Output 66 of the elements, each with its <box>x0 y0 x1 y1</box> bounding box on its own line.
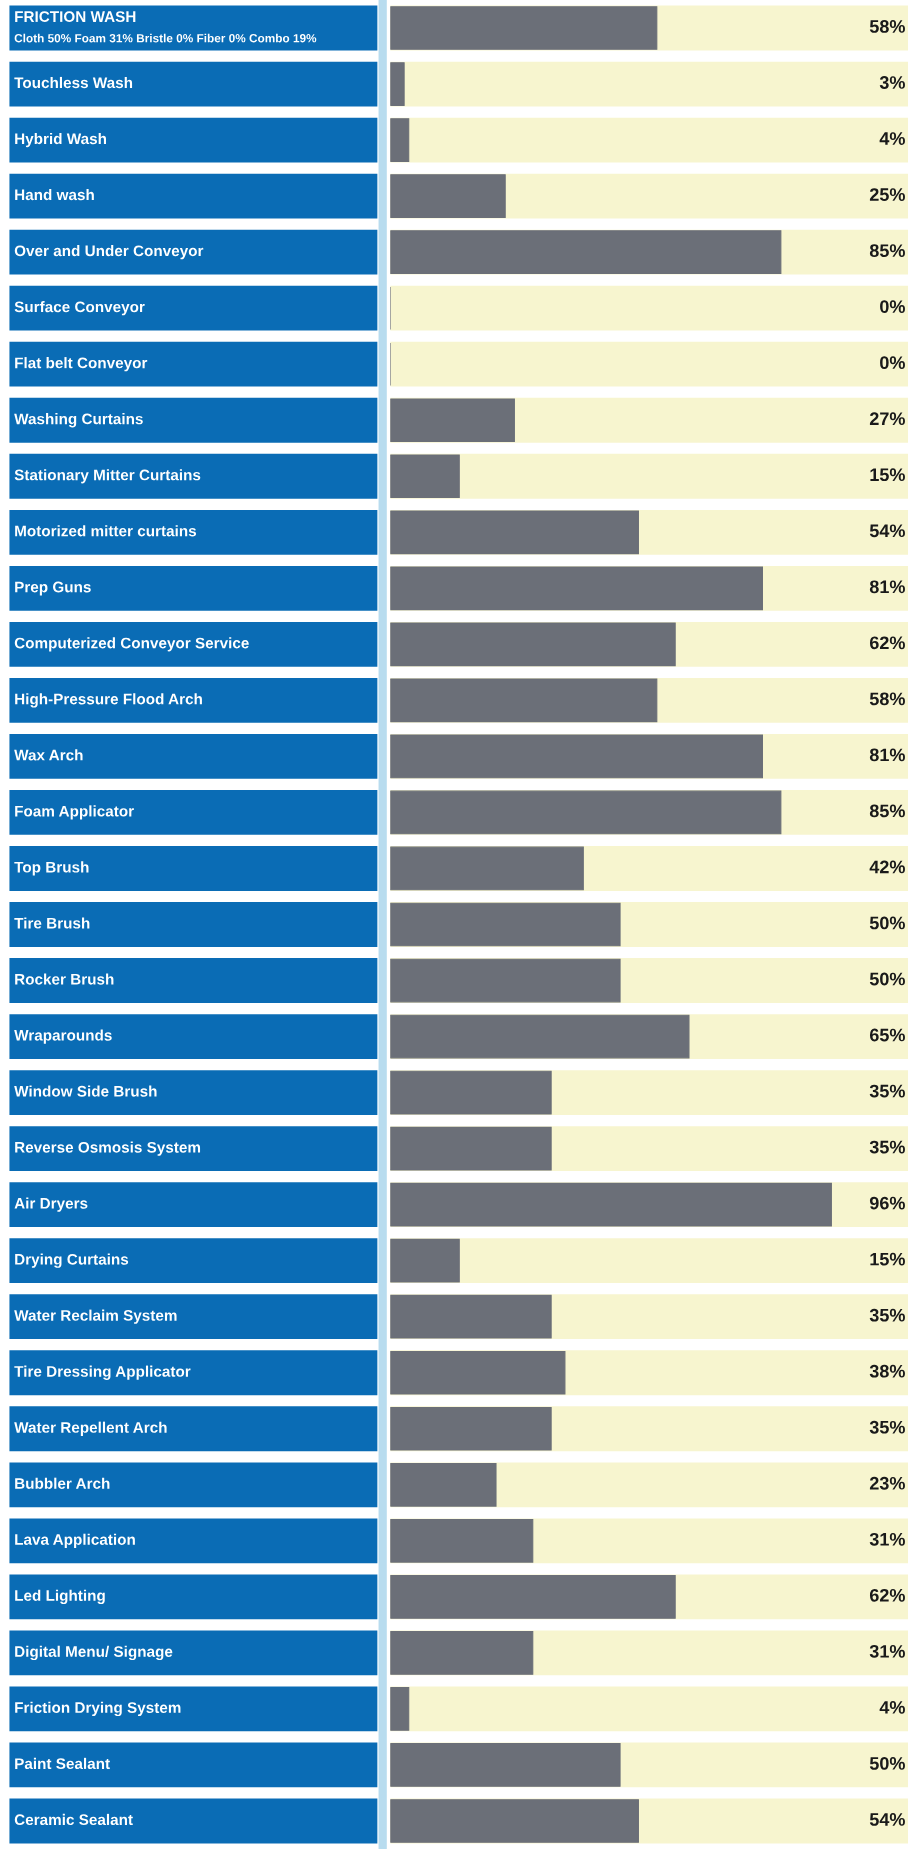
y-tick-label: Flat belt Conveyor <box>15 357 148 372</box>
data-label: 15% <box>870 468 905 482</box>
data-label: 31% <box>869 1532 905 1546</box>
y-tick-label: Foam Applicator <box>15 805 134 820</box>
y-tick-label: Stationary Mitter Curtains <box>14 469 201 484</box>
data-label: 96% <box>869 1196 905 1210</box>
data-label: 58% <box>869 20 905 33</box>
y-tick-label: Ceramic Sealant <box>14 1813 133 1826</box>
y-tick-label: High-Pressure Flood Arch <box>15 693 202 708</box>
y-tick-label: Wax Arch <box>14 749 83 761</box>
y-tick-label: Computerized Conveyor Service <box>14 637 249 652</box>
data-label: 3% <box>879 76 905 89</box>
y-tick-label: Window Side Brush <box>14 1085 157 1097</box>
data-label: 15% <box>870 1252 905 1266</box>
data-label: 38% <box>869 1364 905 1378</box>
y-tick-label: Prep Guns <box>15 581 91 596</box>
y-tick-label: Lava Application <box>15 1533 135 1548</box>
y-tick-label: Digital Menu/ Signage <box>15 1645 173 1661</box>
y-tick-label: FRICTION WASH Cloth 50% Foam 31% Bristle 0% Fiber 0% Combo 19% <box>14 11 317 43</box>
y-tick-label: Led Lighting <box>15 1589 105 1605</box>
data-label: 27% <box>869 412 905 426</box>
data-label: 25% <box>869 188 905 201</box>
data-label: 50% <box>869 972 905 986</box>
data-label: 42% <box>869 860 905 874</box>
y-tick-label: Surface Conveyor <box>14 301 145 316</box>
data-label: 31% <box>869 1644 905 1658</box>
data-label: 0% <box>880 356 905 370</box>
data-label: 54% <box>869 1813 905 1826</box>
y-tick-label: Air Dryers <box>14 1197 88 1212</box>
y-tick-label: Hand wash <box>15 188 94 201</box>
data-label: 62% <box>869 1588 905 1602</box>
data-label: 85% <box>869 804 905 818</box>
y-tick-label: Wraparounds <box>14 1029 112 1044</box>
y-tick-label: Rocker Brush <box>15 973 114 985</box>
data-label: 4% <box>879 1701 905 1714</box>
y-tick-label: Tire Brush <box>14 917 90 929</box>
y-tick-label: Top Brush <box>14 861 89 876</box>
data-label: 35% <box>869 1308 905 1322</box>
y-tick-label: Bubbler Arch <box>15 1477 110 1489</box>
data-label: 85% <box>869 244 905 257</box>
data-label: 81% <box>869 580 905 594</box>
y-tick-label: Hybrid Wash <box>15 132 107 148</box>
y-tick-label: Water Reclaim System <box>14 1309 177 1324</box>
y-tick-label: Motorized mitter curtains <box>15 525 197 537</box>
data-label: 35% <box>869 1420 905 1434</box>
data-label: 35% <box>869 1084 905 1098</box>
data-label: 81% <box>869 748 905 762</box>
data-label: 0% <box>880 300 905 314</box>
data-label: 54% <box>869 524 905 538</box>
y-tick-label: Drying Curtains <box>15 1253 129 1268</box>
data-label: 62% <box>869 636 905 650</box>
y-tick-label: Reverse Osmosis System <box>15 1141 201 1156</box>
y-tick-label: Touchless Wash <box>14 76 133 89</box>
y-tick-label: Tire Dressing Applicator <box>14 1365 191 1380</box>
data-label: 35% <box>869 1140 905 1154</box>
y-tick-label: Over and Under Conveyor <box>14 245 204 260</box>
y-tick-label: Friction Drying System <box>15 1701 181 1717</box>
data-label: 58% <box>869 692 905 706</box>
y-tick-label: Washing Curtains <box>14 413 143 428</box>
data-label: 4% <box>879 132 905 145</box>
y-tick-label: Paint Sealant <box>15 1757 110 1770</box>
data-label: 65% <box>869 1028 905 1042</box>
y-tick-label: Water Repellent Arch <box>14 1421 167 1436</box>
data-label: 50% <box>869 1757 905 1770</box>
data-label: 50% <box>869 916 905 930</box>
data-label: 23% <box>869 1476 905 1490</box>
